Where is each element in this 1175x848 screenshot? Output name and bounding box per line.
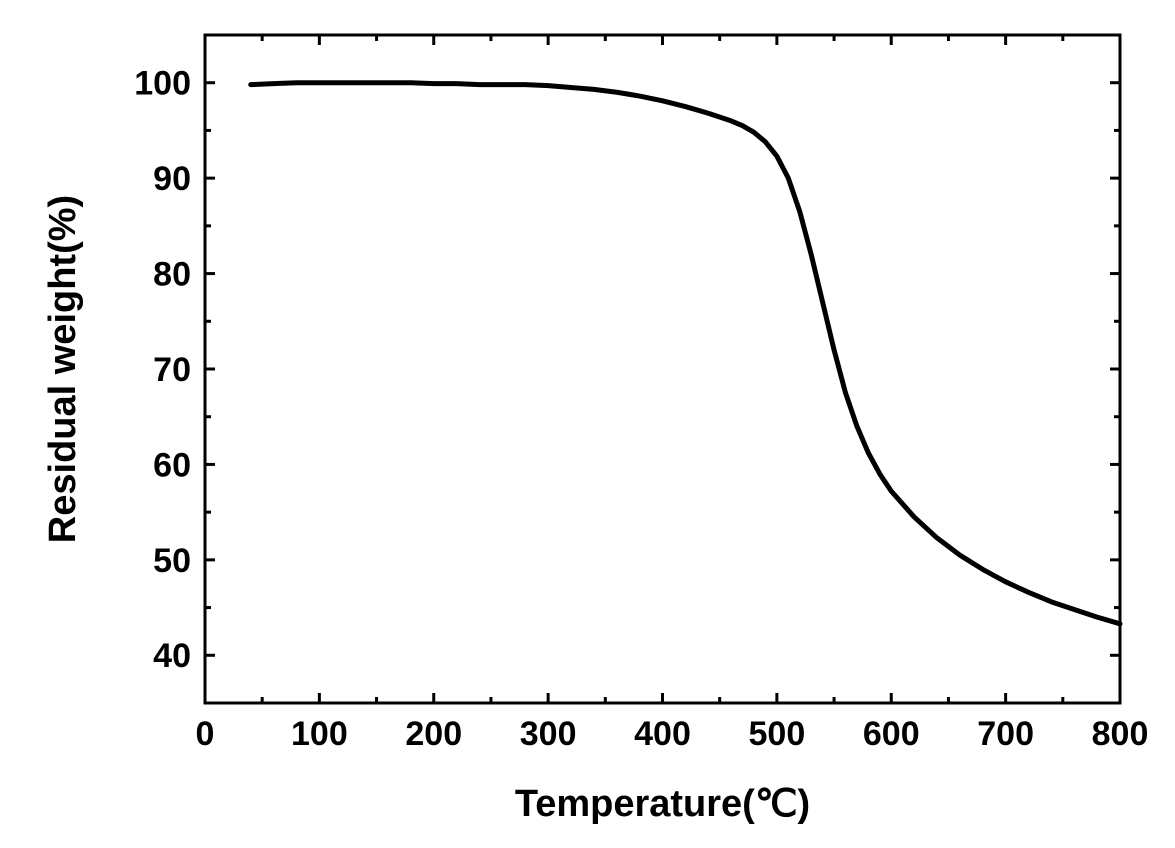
svg-text:Temperature(℃): Temperature(℃) <box>515 783 810 825</box>
svg-text:600: 600 <box>863 715 920 753</box>
tga-chart: 0 100 200 300 400 500 600 700 800 40 50 60 70 80 90 100… <box>0 0 1175 848</box>
svg-text:300: 300 <box>520 715 577 753</box>
svg-text:70: 70 <box>153 351 191 389</box>
svg-text:60: 60 <box>153 446 191 484</box>
svg-text:700: 700 <box>977 715 1034 753</box>
svg-text:500: 500 <box>749 715 806 753</box>
svg-text:50: 50 <box>153 542 191 580</box>
svg-text:Residual weight(%): Residual weight(%) <box>42 195 84 543</box>
svg-text:0: 0 <box>196 715 215 753</box>
svg-text:100: 100 <box>291 715 348 753</box>
chart-svg: 0 100 200 300 400 500 600 700 800 40 50 60 70 80 90 100… <box>0 0 1175 848</box>
svg-text:40: 40 <box>153 637 191 675</box>
svg-text:200: 200 <box>405 715 462 753</box>
svg-text:100: 100 <box>134 65 191 103</box>
svg-text:90: 90 <box>153 160 191 198</box>
svg-text:400: 400 <box>634 715 691 753</box>
svg-text:800: 800 <box>1092 715 1149 753</box>
svg-text:80: 80 <box>153 255 191 293</box>
